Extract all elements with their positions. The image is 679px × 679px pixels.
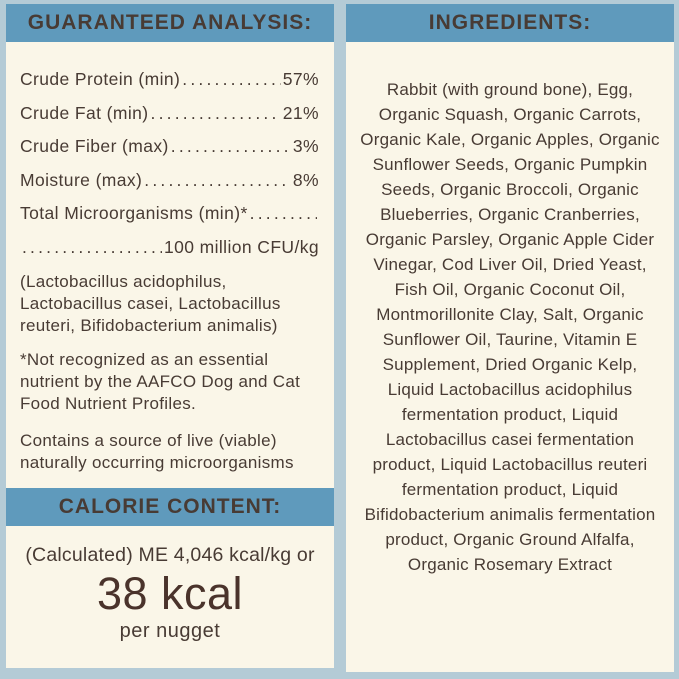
calorie-unit: per nugget xyxy=(119,620,221,642)
calorie-content-header-bar: CALORIE CONTENT: xyxy=(6,488,334,526)
analysis-row-moisture: Moisture (max) 8% xyxy=(20,164,319,198)
guaranteed-analysis-title: GUARANTEED ANALYSIS: xyxy=(27,11,313,34)
aafco-footnote: *Not recognized as an essential nutrient… xyxy=(20,350,301,413)
analysis-value: 21% xyxy=(282,102,319,123)
microorganism-species-list: (Lactobacillus acidophilus, Lactobacillu… xyxy=(20,272,281,335)
analysis-label: Crude Fat (min) xyxy=(20,102,149,123)
analysis-row-crude-fiber: Crude Fiber (max) 3% xyxy=(20,130,319,164)
analysis-value: 3% xyxy=(292,136,319,156)
dot-leader xyxy=(182,63,280,97)
analysis-label: Moisture (max) xyxy=(20,169,143,190)
live-microorganisms-note: Contains a source of live (viable) natur… xyxy=(20,431,294,472)
ingredients-title: INGREDIENTS: xyxy=(428,11,592,34)
ingredients-header-bar: INGREDIENTS: xyxy=(346,4,674,42)
analysis-value: 8% xyxy=(292,169,319,190)
analysis-value: 57% xyxy=(282,69,319,89)
analysis-label: Crude Fiber (max) xyxy=(20,136,169,156)
calorie-calculated-line: (Calculated) ME 4,046 kcal/kg or xyxy=(25,544,315,566)
analysis-row-cfu-continuation: 100 million CFU/kg xyxy=(20,231,319,265)
analysis-table: Crude Protein (min) 57% Crude Fat (min) … xyxy=(6,42,334,264)
analysis-label: Crude Protein (min) xyxy=(20,69,181,89)
ingredients-panel: INGREDIENTS: Rabbit (with ground bone), … xyxy=(346,4,674,672)
dot-leader xyxy=(250,197,317,231)
calorie-value: 38 kcal xyxy=(96,568,244,619)
guaranteed-analysis-panel: GUARANTEED ANALYSIS: Crude Protein (min)… xyxy=(6,4,334,668)
analysis-row-crude-fat: Crude Fat (min) 21% xyxy=(20,97,319,131)
calorie-content-title: CALORIE CONTENT: xyxy=(58,495,282,518)
calorie-section: (Calculated) ME 4,046 kcal/kg or 38 kcal… xyxy=(6,544,334,643)
dot-leader xyxy=(144,164,291,198)
ingredients-text: Rabbit (with ground bone), Egg, Organic … xyxy=(360,80,660,574)
analysis-label: Total Microorganisms (min)* xyxy=(20,203,248,223)
analysis-row-crude-protein: Crude Protein (min) 57% xyxy=(20,63,319,97)
analysis-row-total-microorganisms: Total Microorganisms (min)* xyxy=(20,197,319,231)
guaranteed-analysis-header-bar: GUARANTEED ANALYSIS: xyxy=(6,4,334,42)
dot-leader xyxy=(171,130,291,164)
dot-leader xyxy=(22,231,162,265)
dot-leader xyxy=(151,97,281,131)
analysis-value: 100 million CFU/kg xyxy=(163,236,319,257)
